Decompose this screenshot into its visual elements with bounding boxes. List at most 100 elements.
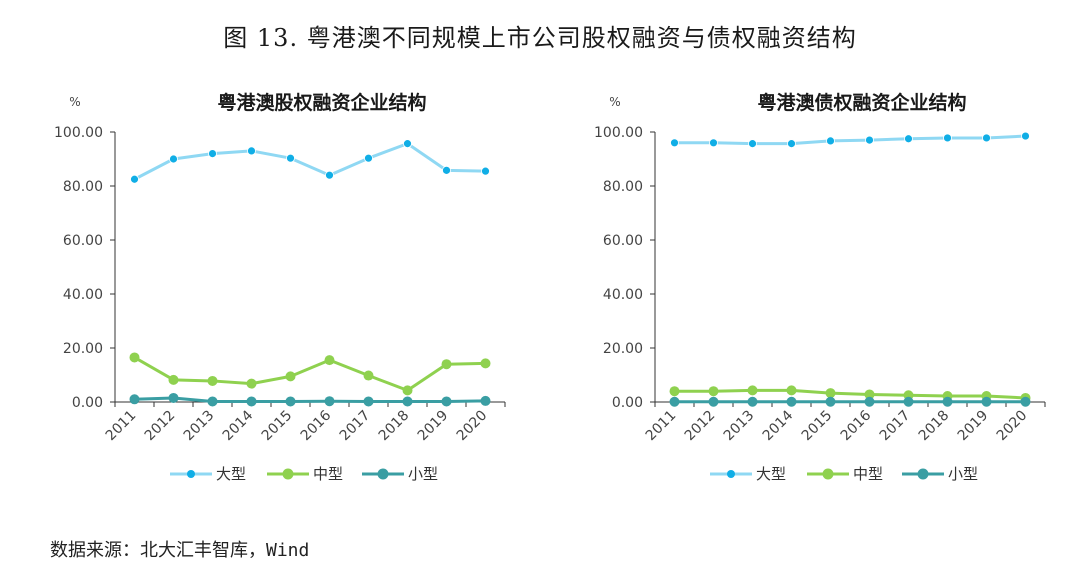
- y-tick-label: 80.00: [63, 179, 103, 195]
- chart-svg: 粤港澳债权融资企业结构% 0.00 20.00 40.00 60.00 80.00 100.…: [594, 91, 1046, 483]
- legend-marker-small: [377, 468, 389, 480]
- data-point-medium: [825, 388, 836, 399]
- x-tick-label: 2020: [994, 408, 1031, 445]
- y-unit-label: %: [609, 95, 620, 109]
- x-tick-label: 2017: [337, 408, 374, 445]
- data-point-medium: [324, 355, 335, 366]
- series-line-medium: [133, 355, 487, 392]
- y-tick-label: 40.00: [603, 287, 643, 303]
- x-tick-label: 2018: [376, 408, 413, 445]
- data-point-medium: [669, 386, 680, 397]
- data-point-medium: [246, 378, 257, 389]
- x-tick-label: 2019: [955, 408, 992, 445]
- data-point-large: [826, 136, 835, 146]
- legend-label-small: 小型: [408, 465, 438, 483]
- data-point-small: [324, 396, 335, 407]
- data-point-large: [442, 165, 451, 175]
- y-unit-label: %: [69, 95, 80, 109]
- chart-debt-financing: 粤港澳债权融资企业结构% 0.00 20.00 40.00 60.00 80.00 100.…: [540, 80, 1080, 500]
- legend-marker-large: [187, 470, 195, 478]
- legend-label-small: 小型: [948, 465, 978, 483]
- data-point-large: [904, 134, 913, 144]
- legend-label-large: 大型: [216, 465, 246, 483]
- data-point-medium: [402, 385, 413, 396]
- legend-label-large: 大型: [756, 465, 786, 483]
- x-tick-label: 2013: [721, 408, 758, 445]
- data-point-large: [1021, 131, 1030, 141]
- data-point-medium: [207, 375, 218, 386]
- legend-marker-small: [917, 468, 929, 480]
- data-point-small: [246, 396, 257, 407]
- x-tick-label: 2019: [415, 408, 452, 445]
- data-point-large: [208, 149, 217, 158]
- legend-marker-medium: [282, 468, 294, 480]
- x-tick-label: 2012: [142, 408, 179, 445]
- chart-equity-financing: 粤港澳股权融资企业结构% 0.00 20.00 40.00 60.00 80.00 100.…: [0, 80, 540, 500]
- y-tick-label: 60.00: [63, 233, 103, 249]
- x-tick-label: 2013: [181, 408, 218, 445]
- data-point-small: [669, 396, 680, 407]
- data-point-small: [129, 394, 140, 405]
- data-point-small: [981, 396, 992, 407]
- data-point-small: [441, 396, 452, 407]
- data-point-large: [787, 139, 796, 149]
- x-tick-label: 2012: [682, 408, 719, 445]
- data-point-medium: [708, 386, 719, 397]
- legend-label-medium: 中型: [853, 465, 883, 483]
- y-tick-label: 0.00: [72, 395, 103, 411]
- data-point-large: [481, 166, 490, 176]
- series-line-large: [133, 142, 487, 181]
- series-line-small: [133, 396, 487, 403]
- y-tick-label: 100.00: [54, 125, 103, 141]
- data-point-small: [402, 396, 413, 407]
- data-point-large: [247, 146, 256, 156]
- series-line-large: [673, 134, 1027, 146]
- data-point-medium: [285, 371, 296, 382]
- data-point-medium: [363, 370, 374, 381]
- data-point-small: [363, 396, 374, 407]
- x-tick-label: 2020: [454, 408, 491, 445]
- data-point-medium: [864, 389, 875, 400]
- data-point-large: [364, 153, 373, 163]
- data-point-medium: [129, 352, 140, 363]
- data-point-large: [670, 138, 679, 148]
- x-tick-label: 2015: [259, 408, 296, 445]
- x-tick-label: 2016: [298, 407, 335, 444]
- y-tick-label: 80.00: [603, 179, 643, 195]
- chart-title: 粤港澳股权融资企业结构: [217, 91, 426, 114]
- data-point-medium: [480, 358, 491, 369]
- data-point-small: [480, 395, 491, 406]
- data-point-medium: [168, 374, 179, 385]
- data-point-small: [1020, 396, 1031, 407]
- data-point-large: [865, 135, 874, 145]
- data-point-large: [130, 174, 139, 184]
- legend-marker-medium: [822, 468, 834, 480]
- y-tick-label: 0.00: [612, 395, 643, 411]
- y-tick-label: 20.00: [63, 341, 103, 357]
- data-point-large: [325, 170, 334, 180]
- data-point-small: [708, 396, 719, 407]
- data-point-small: [168, 392, 179, 403]
- data-point-small: [207, 396, 218, 407]
- x-tick-label: 2014: [220, 407, 257, 444]
- chart-title: 粤港澳债权融资企业结构: [757, 91, 966, 114]
- source-note: 数据来源：北大汇丰智库，Wind: [50, 540, 310, 561]
- data-point-small: [786, 396, 797, 407]
- y-tick-label: 60.00: [603, 233, 643, 249]
- data-point-large: [286, 153, 295, 163]
- data-point-large: [403, 139, 412, 149]
- figure-title: 图 13. 粤港澳不同规模上市公司股权融资与债权融资结构: [223, 24, 857, 52]
- data-point-small: [903, 396, 914, 407]
- data-point-large: [982, 133, 991, 143]
- x-tick-label: 2017: [877, 408, 914, 445]
- data-point-small: [825, 396, 836, 407]
- data-point-medium: [747, 385, 758, 396]
- legend-marker-large: [727, 470, 735, 478]
- x-tick-label: 2015: [799, 408, 836, 445]
- legend-label-medium: 中型: [313, 465, 343, 483]
- data-point-large: [169, 154, 178, 164]
- x-tick-label: 2011: [103, 408, 140, 445]
- y-tick-label: 40.00: [63, 287, 103, 303]
- data-point-small: [864, 396, 875, 407]
- y-tick-label: 100.00: [594, 125, 643, 141]
